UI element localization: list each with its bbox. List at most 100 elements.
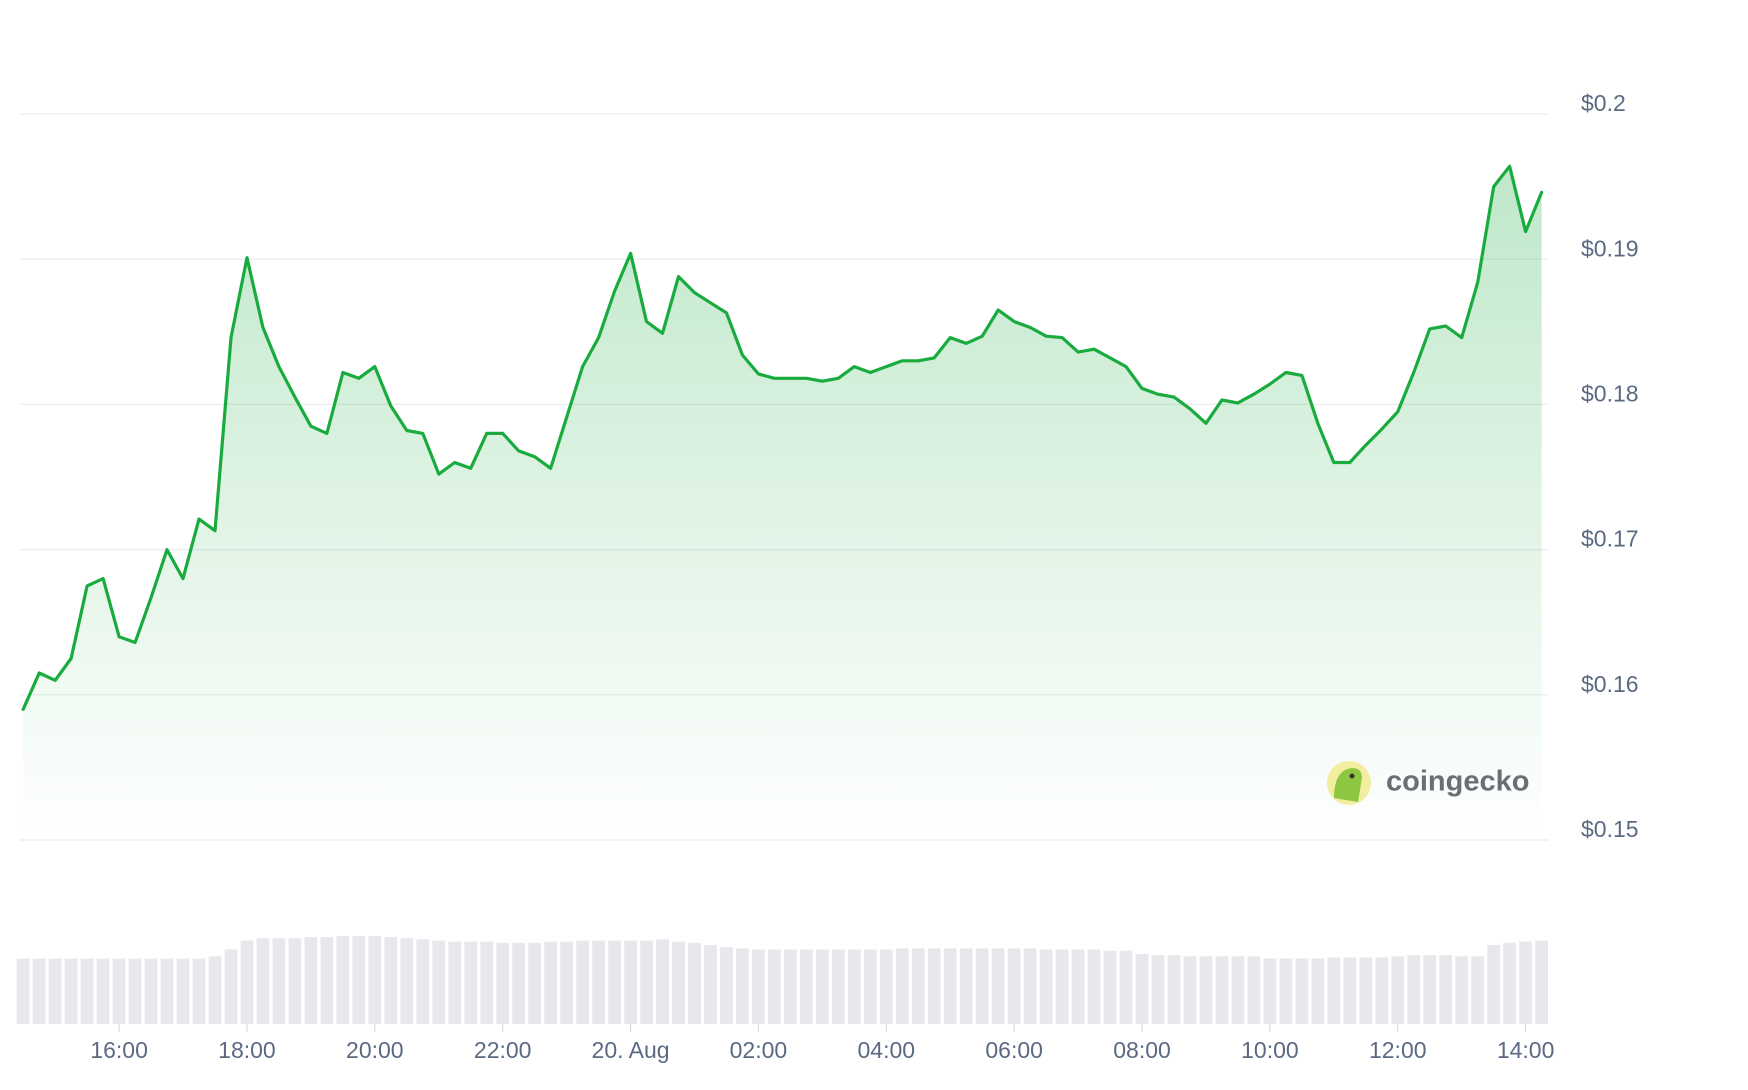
x-tick-label: 02:00 xyxy=(730,1037,788,1063)
volume-bar xyxy=(32,958,46,1024)
x-tick-label: 22:00 xyxy=(474,1037,532,1063)
volume-bar xyxy=(688,942,701,1024)
volume-bar xyxy=(384,937,398,1024)
volume-bar xyxy=(1455,956,1469,1024)
volume-bar xyxy=(1311,958,1325,1024)
plot xyxy=(21,164,1544,841)
volume-bar xyxy=(48,958,62,1024)
volume-bar xyxy=(336,936,350,1024)
volume-bar xyxy=(496,942,510,1024)
volume-bar xyxy=(576,940,590,1024)
x-tick-label: 20. Aug xyxy=(592,1037,670,1063)
volume-bar xyxy=(240,940,254,1024)
volume-bar xyxy=(176,958,190,1024)
volume-bar xyxy=(624,940,637,1024)
volume-bar xyxy=(863,949,877,1024)
volume-bar xyxy=(975,948,989,1024)
volume-bar xyxy=(799,949,813,1024)
volume-bar xyxy=(16,958,30,1024)
volume-bar xyxy=(1471,956,1485,1024)
volume-bar xyxy=(943,948,957,1024)
volume-bar xyxy=(1375,957,1389,1024)
volume-bar xyxy=(1423,955,1437,1024)
volume-bar xyxy=(480,941,494,1024)
watermark-text: coingecko xyxy=(1386,766,1529,798)
volume-bar xyxy=(991,948,1005,1024)
volume-bar xyxy=(927,948,941,1024)
volume-bar xyxy=(160,958,174,1024)
y-tick-label: $0.19 xyxy=(1581,235,1639,261)
x-tick-label: 16:00 xyxy=(90,1037,148,1063)
y-tick-label: $0.15 xyxy=(1581,816,1639,842)
volume-bar xyxy=(1071,949,1085,1024)
volume-bar xyxy=(1391,956,1405,1024)
volume-bar xyxy=(1215,956,1229,1024)
area xyxy=(23,166,1542,841)
x-tick-label: 18:00 xyxy=(218,1037,276,1063)
volume-bar xyxy=(768,949,781,1024)
volume-bar xyxy=(1167,955,1181,1024)
x-tick-label: 10:00 xyxy=(1241,1037,1299,1063)
volume-bar xyxy=(1487,945,1501,1024)
volume-bar xyxy=(1503,942,1517,1024)
volume-bar xyxy=(1279,958,1293,1024)
volume-bar xyxy=(80,958,94,1024)
volume-bar xyxy=(831,949,845,1024)
volume-bar xyxy=(879,949,893,1024)
volume-bar xyxy=(911,948,925,1024)
volume-bar xyxy=(672,941,685,1024)
volume-bar xyxy=(464,941,478,1024)
volume-bar xyxy=(272,938,286,1024)
volume-bar xyxy=(1439,955,1453,1024)
volume-bar xyxy=(640,940,653,1024)
volume-bar xyxy=(64,958,78,1024)
volume-bar xyxy=(544,941,558,1024)
x-tick-label: 04:00 xyxy=(858,1037,916,1063)
volume-bar xyxy=(895,948,909,1024)
volume-bar xyxy=(368,936,382,1024)
x-tick-label: 14:00 xyxy=(1497,1037,1555,1063)
y-tick-label: $0.18 xyxy=(1581,380,1639,406)
volume-bar xyxy=(608,940,621,1024)
volume-bar xyxy=(256,938,270,1024)
logo-gecko xyxy=(1334,768,1362,802)
x-tick-label: 20:00 xyxy=(346,1037,404,1063)
volume-bar xyxy=(736,948,749,1024)
volume-bar xyxy=(1007,948,1021,1024)
volume-bar xyxy=(704,945,717,1024)
volume-bar xyxy=(1119,950,1133,1024)
volume-bar xyxy=(192,958,206,1024)
volume-bar xyxy=(656,939,669,1024)
y-tick-label: $0.17 xyxy=(1581,526,1639,552)
volume-bar xyxy=(208,956,222,1024)
volume-bar xyxy=(528,942,542,1024)
volume-bar xyxy=(720,947,733,1024)
volume-bar xyxy=(1199,956,1213,1024)
volume-bar xyxy=(784,949,797,1024)
volume-bar xyxy=(224,949,238,1024)
x-tick-label: 08:00 xyxy=(1113,1037,1171,1063)
x-tick-label: 12:00 xyxy=(1369,1037,1427,1063)
volume-bar xyxy=(1023,948,1037,1024)
volume-bar xyxy=(1359,957,1373,1024)
volume-bar xyxy=(1263,958,1277,1024)
volume-bar xyxy=(320,937,334,1024)
volume-bar xyxy=(959,948,973,1024)
volume-bar xyxy=(448,941,462,1024)
volume-bar xyxy=(1535,940,1548,1024)
y-tick-label: $0.16 xyxy=(1581,671,1639,697)
volume-bar xyxy=(400,938,414,1024)
volume-bar xyxy=(144,958,158,1024)
volume-bar xyxy=(1183,956,1197,1024)
volume-bar xyxy=(288,938,302,1024)
y-tick-label: $0.2 xyxy=(1581,90,1626,116)
volume-bar xyxy=(1151,955,1165,1024)
volume-bar xyxy=(512,942,526,1024)
volume-bar xyxy=(592,940,605,1024)
volume-bar xyxy=(847,949,861,1024)
volume-bar xyxy=(352,936,366,1024)
volume-bar xyxy=(432,940,446,1024)
volume-bar xyxy=(1519,941,1533,1024)
